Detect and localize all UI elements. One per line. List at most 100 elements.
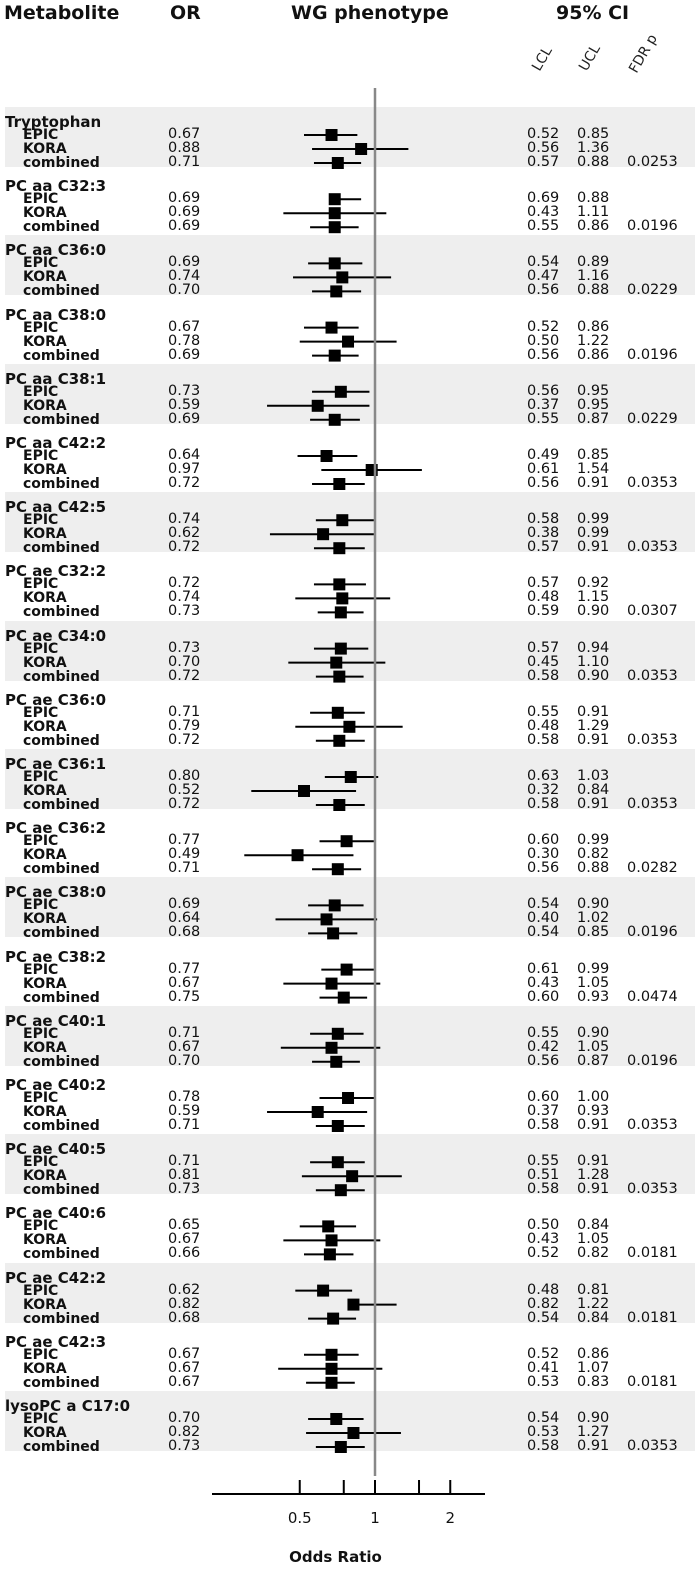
or-marker bbox=[333, 799, 346, 811]
lcl-value: 0.54 bbox=[527, 1410, 560, 1426]
metabolite-group bbox=[5, 877, 695, 938]
or-marker bbox=[334, 1441, 347, 1453]
or-marker bbox=[333, 734, 346, 747]
metabolite-name: Tryptophan bbox=[5, 113, 102, 131]
lcl-value: 0.37 bbox=[527, 396, 560, 413]
sublabel-combined: combined bbox=[23, 411, 100, 428]
lcl-value: 0.38 bbox=[527, 525, 560, 542]
lcl-value: 0.56 bbox=[527, 282, 560, 299]
lcl-value: 0.51 bbox=[527, 1167, 560, 1184]
metabolite-name: PC ae C38:0 bbox=[5, 883, 107, 902]
or-marker bbox=[330, 656, 343, 669]
ucl-value: 0.99 bbox=[577, 832, 610, 849]
or-marker bbox=[327, 927, 340, 940]
or-value: 0.62 bbox=[168, 525, 201, 542]
sublabel-combined: combined bbox=[23, 1053, 100, 1070]
metabolite-name: PC ae C34:0 bbox=[5, 626, 107, 645]
sublabel-kora: KORA bbox=[23, 654, 67, 671]
sublabel-kora: KORA bbox=[23, 911, 67, 928]
ucl-value: 0.87 bbox=[577, 1052, 610, 1069]
or-marker bbox=[328, 257, 341, 270]
ucl-value: 1.16 bbox=[577, 268, 610, 285]
lcl-value: 0.60 bbox=[527, 1089, 560, 1105]
ucl-value: 1.36 bbox=[577, 140, 610, 156]
or-value: 0.72 bbox=[168, 796, 201, 812]
or-value: 0.74 bbox=[168, 268, 201, 285]
metabolite-name: PC ae C32:2 bbox=[5, 562, 107, 581]
or-marker bbox=[327, 1312, 340, 1325]
or-marker bbox=[347, 1298, 360, 1311]
or-value: 0.75 bbox=[168, 988, 201, 1005]
lcl-value: 0.52 bbox=[527, 126, 560, 142]
sublabel-epic: EPIC bbox=[23, 769, 59, 785]
or-marker bbox=[325, 1348, 338, 1361]
or-marker bbox=[325, 977, 338, 990]
or-marker bbox=[344, 771, 357, 783]
header-or: OR bbox=[170, 2, 201, 24]
or-value: 0.71 bbox=[168, 860, 201, 877]
sublabel-kora: KORA bbox=[23, 1232, 67, 1249]
or-value: 0.81 bbox=[168, 1167, 201, 1184]
sublabel-combined: combined bbox=[23, 732, 100, 749]
lcl-value: 0.54 bbox=[527, 924, 560, 941]
ucl-value: 0.95 bbox=[577, 382, 610, 399]
sublabel-epic: EPIC bbox=[23, 255, 59, 272]
sublabel-epic: EPIC bbox=[23, 961, 59, 978]
lcl-value: 0.30 bbox=[527, 846, 560, 863]
ucl-value: 0.91 bbox=[577, 1153, 610, 1170]
sublabel-combined: combined bbox=[23, 476, 100, 492]
ucl-value: 1.02 bbox=[577, 910, 610, 927]
ucl-value: 1.22 bbox=[577, 1295, 610, 1312]
ucl-value: 0.91 bbox=[577, 796, 610, 812]
or-marker bbox=[333, 578, 346, 591]
or-marker bbox=[317, 528, 330, 541]
sublabel-epic: EPIC bbox=[23, 127, 59, 143]
sublabel-epic: EPIC bbox=[23, 1282, 59, 1299]
metabolite-name: PC ae C38:2 bbox=[5, 947, 107, 966]
or-marker bbox=[343, 720, 356, 733]
or-marker bbox=[325, 129, 338, 141]
x-tick-label: 1 bbox=[370, 1509, 380, 1527]
metabolite-name: PC aa C42:5 bbox=[5, 498, 107, 517]
or-value: 0.73 bbox=[168, 382, 201, 399]
or-value: 0.72 bbox=[168, 667, 201, 684]
or-value: 0.69 bbox=[168, 204, 201, 221]
fdr-p-value: 0.0196 bbox=[627, 1052, 678, 1069]
lcl-value: 0.54 bbox=[527, 1309, 560, 1326]
or-value: 0.71 bbox=[168, 154, 201, 170]
ucl-value: 0.91 bbox=[577, 1181, 610, 1198]
lcl-value: 0.58 bbox=[527, 511, 560, 528]
ucl-value: 0.99 bbox=[577, 525, 610, 542]
metabolite-name: PC ae C40:2 bbox=[5, 1076, 107, 1094]
sublabel-combined: combined bbox=[23, 1118, 100, 1134]
lcl-value: 0.48 bbox=[527, 1281, 560, 1298]
sublabel-epic: EPIC bbox=[23, 1090, 59, 1106]
fdr-p-value: 0.0282 bbox=[627, 860, 678, 877]
ucl-value: 0.88 bbox=[577, 282, 610, 299]
sublabel-kora: KORA bbox=[23, 526, 67, 543]
lcl-value: 0.52 bbox=[527, 1345, 560, 1362]
ucl-value: 0.90 bbox=[577, 896, 610, 913]
or-value: 0.72 bbox=[168, 475, 201, 491]
ucl-value: 1.05 bbox=[577, 1231, 610, 1248]
lcl-value: 0.43 bbox=[527, 1231, 560, 1248]
lcl-value: 0.47 bbox=[527, 268, 560, 285]
metabolite-name: PC ae C42:2 bbox=[5, 1268, 107, 1287]
ucl-value: 1.05 bbox=[577, 974, 610, 991]
or-value: 0.68 bbox=[168, 924, 201, 941]
sublabel-kora: KORA bbox=[23, 1168, 67, 1185]
fdr-p-value: 0.0229 bbox=[627, 282, 678, 299]
ucl-value: 0.90 bbox=[577, 603, 610, 620]
or-marker bbox=[311, 399, 324, 412]
or-value: 0.79 bbox=[168, 717, 201, 734]
lcl-value: 0.60 bbox=[527, 832, 560, 849]
lcl-value: 0.59 bbox=[527, 603, 560, 620]
sublabel-combined: combined bbox=[23, 1310, 100, 1327]
sublabel-kora: KORA bbox=[23, 1425, 67, 1441]
or-value: 0.77 bbox=[168, 960, 201, 977]
or-value: 0.67 bbox=[168, 1373, 201, 1390]
or-marker bbox=[334, 385, 347, 398]
sublabel-combined: combined bbox=[23, 861, 100, 878]
lcl-value: 0.48 bbox=[527, 589, 560, 606]
or-marker bbox=[336, 592, 349, 605]
